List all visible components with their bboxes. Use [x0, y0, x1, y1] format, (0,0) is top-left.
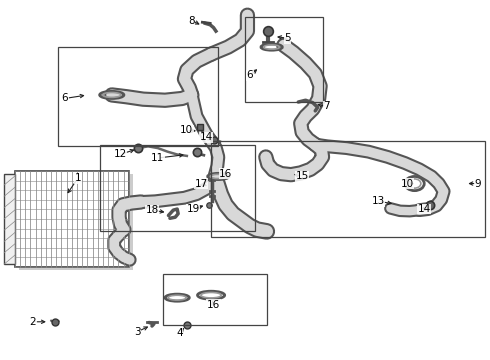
- Bar: [4, 174, 15, 264]
- Text: 2: 2: [29, 317, 36, 327]
- Text: 18: 18: [146, 205, 159, 215]
- Text: 8: 8: [188, 15, 195, 26]
- Text: 13: 13: [371, 196, 385, 206]
- Text: 10: 10: [180, 125, 194, 135]
- Text: 7: 7: [323, 101, 330, 111]
- Bar: [58, 47, 219, 146]
- Bar: [99, 145, 255, 231]
- Text: 6: 6: [246, 71, 253, 80]
- Text: 6: 6: [61, 94, 68, 103]
- Text: 11: 11: [151, 153, 165, 163]
- Text: 12: 12: [113, 149, 126, 159]
- Text: 15: 15: [295, 171, 309, 181]
- Bar: [19, 174, 133, 270]
- Text: 10: 10: [401, 179, 414, 189]
- Text: 1: 1: [74, 173, 81, 183]
- Text: 4: 4: [176, 328, 183, 338]
- Text: 14: 14: [199, 132, 213, 143]
- Text: 5: 5: [284, 33, 291, 43]
- Bar: [245, 17, 322, 102]
- Text: 14: 14: [417, 204, 431, 214]
- Bar: [163, 274, 267, 325]
- Text: 16: 16: [207, 300, 220, 310]
- Text: 3: 3: [134, 327, 141, 337]
- Bar: [211, 141, 485, 237]
- Text: 16: 16: [219, 168, 232, 179]
- Bar: [15, 171, 129, 267]
- Text: 19: 19: [187, 204, 200, 214]
- Text: 9: 9: [474, 179, 481, 189]
- Text: 17: 17: [195, 179, 208, 189]
